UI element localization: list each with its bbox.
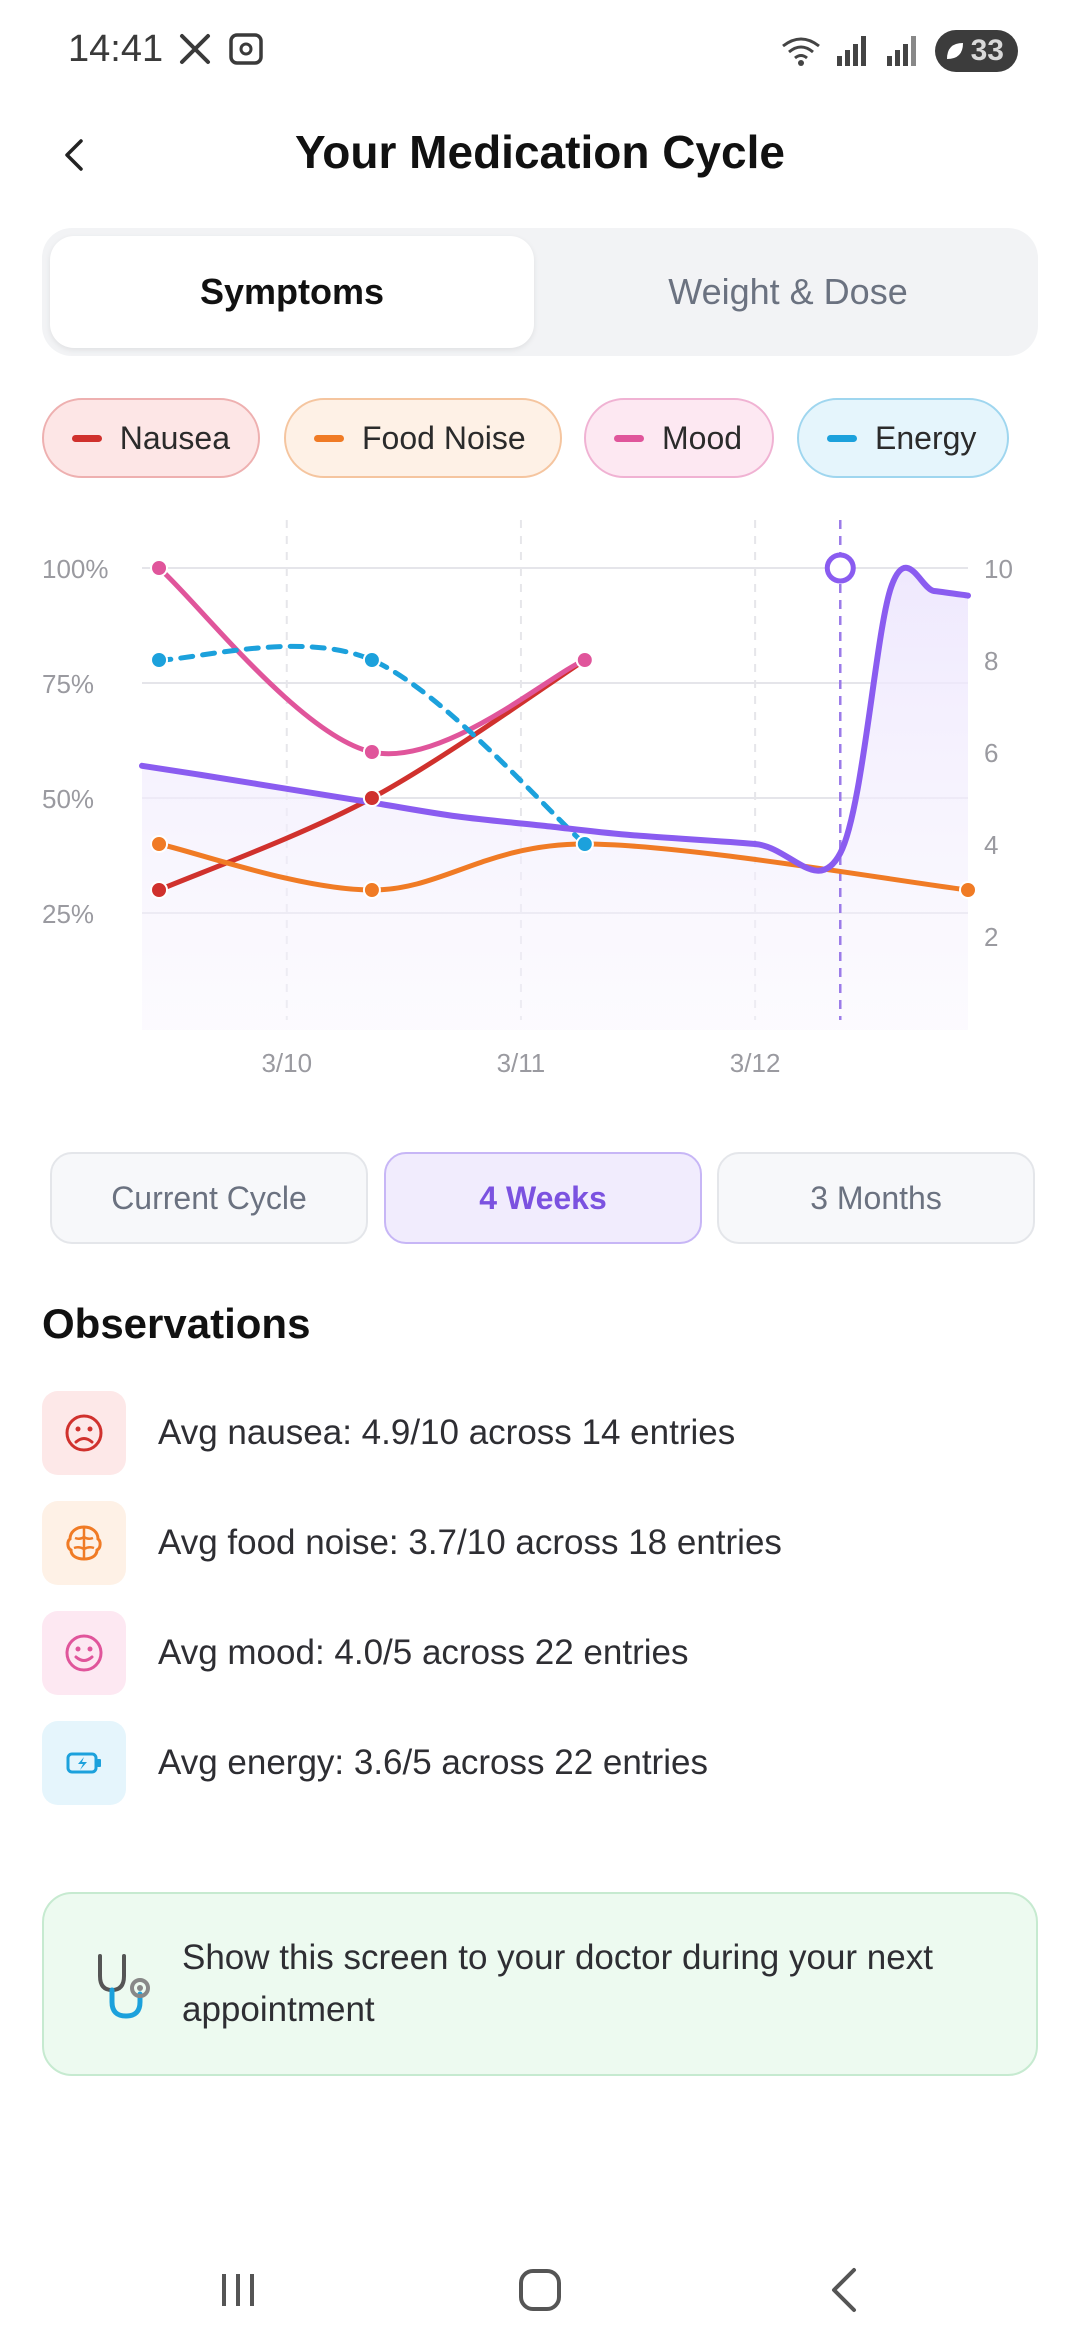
data-point-energy <box>575 835 594 853</box>
leaf-icon <box>946 43 963 59</box>
status-time: 14:41 <box>68 28 164 70</box>
smile-face-icon <box>42 1611 126 1695</box>
range-3-months[interactable]: 3 Months <box>717 1152 1035 1244</box>
data-point-energy <box>150 651 169 669</box>
legend-label: Nausea <box>119 419 230 456</box>
status-right-icons: 33 <box>781 30 1018 72</box>
sad-face-icon <box>42 1391 126 1475</box>
observation-text: Avg nausea: 4.9/10 across 14 entries <box>158 1413 736 1452</box>
observation-text: Avg energy: 3.6/5 across 22 entries <box>158 1743 708 1782</box>
doctor-tip-text: Show this screen to your doctor during y… <box>182 1938 933 2029</box>
home-button[interactable] <box>500 2258 580 2322</box>
tab-weight-dose[interactable]: Weight & Dose <box>668 271 908 312</box>
y-left-tick-label: 100% <box>42 554 109 584</box>
legend-label: Energy <box>875 419 977 456</box>
legend-chip-mood[interactable]: Mood <box>584 398 774 478</box>
wifi-icon <box>781 37 820 66</box>
observation-food-noise: Avg food noise: 3.7/10 across 18 entries <box>42 1500 1042 1586</box>
y-right-tick-label: 4 <box>984 830 998 860</box>
battery-level: 33 <box>970 34 1004 67</box>
data-point-mood <box>150 559 169 577</box>
observation-nausea: Avg nausea: 4.9/10 across 14 entries <box>42 1390 1042 1476</box>
nav-back-button[interactable] <box>804 2258 884 2322</box>
legend-swatch <box>72 434 102 442</box>
y-left-tick-label: 50% <box>42 784 94 814</box>
battery-charging-icon <box>42 1721 126 1805</box>
page-title: Your Medication Cycle <box>295 126 785 178</box>
status-left-icons <box>178 32 264 66</box>
x-tick-label: 3/11 <box>497 1048 546 1078</box>
legend-swatch <box>827 434 857 442</box>
back-arrow-icon <box>832 2268 856 2312</box>
range-4-weeks[interactable]: 4 Weeks <box>384 1152 702 1244</box>
y-right-tick-label: 10 <box>984 554 1013 584</box>
data-point-energy <box>362 651 381 669</box>
observation-text: Avg food noise: 3.7/10 across 18 entries <box>158 1523 782 1562</box>
observation-mood: Avg mood: 4.0/5 across 22 entries <box>42 1610 1042 1696</box>
home-icon <box>519 2269 561 2311</box>
symptom-chart[interactable]: 100% 75% 50% 25% 10 8 6 4 2 3/10 3/11 3/12 <box>0 500 1080 1100</box>
signal-icon-2 <box>886 36 916 66</box>
legend-chip-nausea[interactable]: Nausea <box>42 398 260 478</box>
legend-label: Food Noise <box>362 419 526 456</box>
data-point-nausea <box>150 881 169 899</box>
series-line-energy <box>156 643 588 847</box>
observation-energy: Avg energy: 3.6/5 across 22 entries <box>42 1720 1042 1806</box>
x-logo-icon <box>180 34 210 64</box>
battery-indicator: 33 <box>934 30 1018 72</box>
y-left-tick-label: 25% <box>42 899 94 929</box>
tab-symptoms[interactable]: Symptoms <box>50 236 534 348</box>
tab-switcher: Symptoms Weight & Dose <box>42 228 1038 356</box>
recent-apps-button[interactable] <box>198 2258 278 2322</box>
y-right-tick-label: 8 <box>984 646 998 676</box>
stethoscope-icon <box>98 1954 150 2019</box>
data-point-food-noise <box>150 835 169 853</box>
data-point-food-noise <box>959 881 977 899</box>
legend-swatch <box>614 434 644 442</box>
doctor-tip-card: Show this screen to your doctor during y… <box>42 1892 1038 2076</box>
chevron-left-icon <box>65 139 83 171</box>
x-tick-label: 3/12 <box>730 1048 781 1078</box>
recent-apps-icon <box>222 2274 254 2306</box>
system-nav-bar <box>0 2240 1080 2340</box>
y-right-tick-label: 2 <box>984 922 998 952</box>
data-point-mood <box>362 743 381 761</box>
legend-swatch <box>314 434 344 442</box>
weight-line <box>139 565 971 874</box>
y-left-tick-label: 75% <box>42 669 94 699</box>
weight-area <box>142 567 968 1030</box>
back-button[interactable] <box>52 133 96 177</box>
data-point-food-noise <box>362 881 381 899</box>
observation-text: Avg mood: 4.0/5 across 22 entries <box>158 1633 689 1672</box>
signal-icon <box>836 36 866 66</box>
legend-chip-energy[interactable]: Energy <box>797 398 1009 478</box>
range-current-cycle[interactable]: Current Cycle <box>50 1152 368 1244</box>
data-point-mood <box>575 651 594 669</box>
status-bar: 14:41 <box>0 0 1080 100</box>
x-tick-label: 3/10 <box>261 1048 312 1078</box>
screenshot-icon <box>229 33 263 65</box>
data-point-nausea <box>362 789 381 807</box>
legend-chip-food-noise[interactable]: Food Noise <box>284 398 562 478</box>
brain-icon <box>42 1501 126 1585</box>
y-right-tick-label: 6 <box>984 738 998 768</box>
header: Your Medication Cycle <box>0 115 1080 195</box>
legend-label: Mood <box>662 419 743 456</box>
legend-chips: Nausea Food Noise Mood Energy <box>42 398 1042 478</box>
cycle-marker-dot <box>824 552 856 584</box>
observations-title: Observations <box>42 1300 311 1347</box>
